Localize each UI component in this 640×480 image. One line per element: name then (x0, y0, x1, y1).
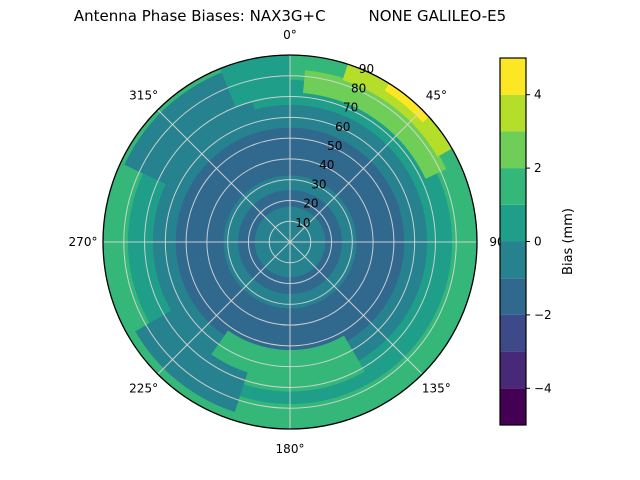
angular-tick-label: 270° (69, 235, 98, 249)
colorbar-tick-label: 4 (534, 88, 542, 102)
angular-tick-label: 180° (276, 442, 305, 456)
colorbar-segment (500, 131, 526, 169)
polar-grid-spoke (157, 241, 291, 375)
angular-tick-label: 45° (426, 89, 447, 103)
colorbar-tick-label: 2 (534, 161, 542, 175)
radial-tick-label: 20 (303, 197, 318, 211)
colorbar-segment (500, 388, 526, 425)
contour-patch (342, 64, 452, 157)
polar-outline (102, 54, 478, 430)
colorbar-segment (500, 278, 526, 315)
polar-grid-spoke (157, 109, 291, 243)
radial-tick-label: 50 (327, 139, 342, 153)
colorbar-tick-label: −2 (534, 308, 552, 322)
radial-tick-label: 10 (295, 216, 310, 230)
radial-tick-label: 60 (335, 120, 350, 134)
colorbar-tick-label: −4 (534, 381, 552, 395)
radial-tick-label: 30 (311, 177, 326, 191)
contour-patch (303, 70, 447, 179)
colorbar-segment (500, 58, 526, 95)
colorbar-segment (500, 204, 526, 242)
colorbar-segment (500, 241, 526, 279)
contour-patch (135, 310, 248, 412)
radial-tick-label: 80 (351, 81, 366, 95)
angular-tick-label: 135° (422, 381, 451, 395)
radial-tick-label: 90 (359, 62, 374, 76)
contour-patch (124, 65, 259, 192)
radial-tick-label: 40 (319, 158, 334, 172)
radial-tick-label: 70 (343, 101, 358, 115)
colorbar-axis-label: Bias (mm) (561, 208, 576, 275)
colorbar-segment (500, 168, 526, 205)
polar-grid-spoke (289, 109, 423, 243)
angular-tick-label: 315° (129, 89, 158, 103)
contour-patch (384, 83, 429, 123)
colorbar-segment (500, 94, 526, 132)
chart-title: Antenna Phase Biases: NAX3G+C NONE GALIL… (73, 7, 507, 25)
colorbar-segment (500, 314, 526, 352)
contour-patch (219, 55, 290, 108)
colorbar-segment (500, 351, 526, 389)
polar-grid-spoke (289, 241, 423, 375)
colorbar-tick-label: 0 (534, 235, 542, 249)
angular-tick-label: 225° (129, 381, 158, 395)
angular-tick-label: 0° (283, 28, 297, 42)
